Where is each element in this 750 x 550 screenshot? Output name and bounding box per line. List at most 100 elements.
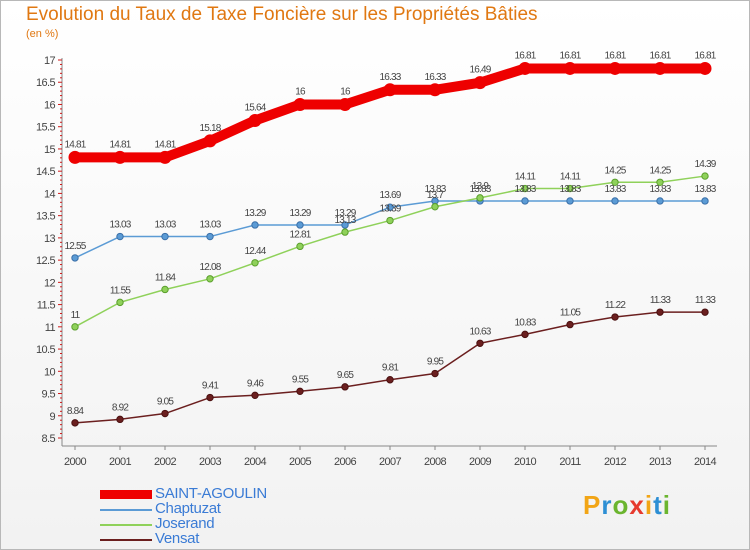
legend-swatch [100,490,152,499]
data-label: 13.83 [469,184,491,195]
y-tick-label: 12 [44,277,56,289]
data-label: 14.81 [64,139,86,150]
x-tick-label: 2003 [199,456,222,468]
data-label: 12.44 [244,246,266,257]
data-point [161,409,169,418]
data-label: 12.55 [64,241,86,252]
data-point [611,197,619,205]
data-label: 8.92 [112,402,130,413]
y-tick-label: 9.5 [42,389,56,401]
data-label: 14.81 [109,139,131,150]
data-point [341,383,349,391]
data-point [656,197,664,205]
logo-letter: i [644,490,654,520]
y-tick-label: 15.5 [36,122,55,134]
data-point [473,76,487,90]
y-tick-label: 15 [44,144,56,156]
data-label: 9.81 [382,363,400,374]
data-label: 13.83 [694,184,716,195]
x-tick-label: 2007 [379,456,402,468]
data-point [566,184,574,193]
data-point [566,320,574,329]
data-point [698,61,712,75]
data-label: 11.05 [560,308,582,319]
data-point [608,61,622,75]
data-point [71,419,79,427]
y-tick-label: 10 [44,366,56,378]
data-label: 16.81 [559,50,581,61]
x-tick-label: 2010 [514,456,537,468]
data-point [611,313,619,321]
x-tick-label: 2006 [334,456,357,468]
data-label: 16.33 [379,72,401,83]
x-tick-label: 2009 [469,456,492,468]
data-point [248,113,262,127]
x-tick-label: 2002 [154,456,177,468]
data-point [71,254,79,262]
data-label: 8.84 [67,406,85,417]
data-label: 16 [295,86,306,97]
legend-label: Vensat [155,530,200,547]
y-tick-label: 14 [44,188,56,200]
data-point [656,308,664,316]
y-tick-label: 11.5 [37,300,56,312]
axes [58,58,717,450]
data-point [701,172,709,180]
data-point [563,61,577,75]
data-label: 13.7 [427,190,445,201]
x-tick-label: 2008 [424,456,447,468]
data-point [251,391,259,400]
data-label: 11.33 [695,295,717,306]
data-label: 9.95 [427,357,445,368]
data-point [431,203,439,211]
data-point [206,232,214,241]
y-tick-label: 13 [44,233,56,245]
data-label: 11.55 [110,285,132,296]
x-tick-label: 2004 [244,456,267,468]
data-point [71,323,79,331]
data-label: 13.9 [472,181,490,192]
data-label: 14.25 [649,165,671,176]
data-label: 9.46 [247,378,265,389]
y-tick-label: 12.5 [36,255,55,267]
data-label: 10.63 [469,326,491,337]
legend-label: SAINT-AGOULIN [155,485,267,502]
y-tick-label: 11 [45,322,56,334]
data-label: 14.11 [515,172,537,183]
data-point [203,134,217,148]
logo-letter: t [653,490,663,520]
y-tick-label: 17 [44,55,56,67]
data-label: 15.18 [199,123,221,134]
data-point [68,150,82,164]
data-point [116,415,124,424]
data-label: 15.64 [244,102,266,113]
y-tick-label: 10.5 [36,344,55,356]
data-label: 13.29 [289,208,311,219]
data-point [653,61,667,75]
data-label: 11.33 [650,295,672,306]
data-label: 13.29 [244,208,266,219]
data-point [296,242,304,251]
data-label: 16.81 [604,50,626,61]
data-point [206,275,214,283]
proxiti-logo: Proxiti [583,490,671,521]
data-point [341,221,349,229]
data-point [293,97,307,111]
data-label: 14.25 [604,165,626,176]
data-label: 13.83 [649,184,671,195]
data-label: 14.11 [560,172,582,183]
data-label: 11.84 [155,272,177,283]
tick-labels: 8.5 9 9.5 10 10.5 11 11.5 12 12.5 13 13.5 14 14.5 15 1… [36,55,717,468]
data-point [251,221,259,229]
y-tick-label: 8.5 [42,433,56,445]
data-label: 12.81 [289,229,311,240]
data-point [701,308,709,316]
y-tick-label: 16.5 [36,77,55,89]
data-point [611,178,619,186]
data-label: 13.83 [559,184,581,195]
data-label: 10.83 [514,317,536,328]
data-label: 16.33 [424,72,446,83]
data-label: 14.39 [694,159,716,170]
y-tick-label: 9 [49,411,55,423]
